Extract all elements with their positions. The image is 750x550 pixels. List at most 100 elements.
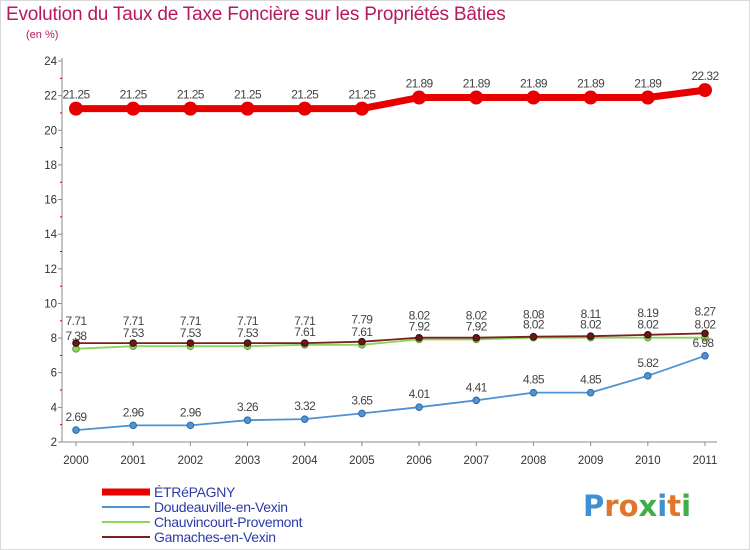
data-label: 7.71 (66, 314, 88, 328)
data-point (698, 83, 712, 98)
legend-label: ÉTRéPAGNY (154, 484, 236, 500)
data-point (415, 333, 423, 342)
logo-letter: o (618, 489, 639, 523)
data-label: 8.02 (466, 309, 488, 323)
data-label: 21.25 (291, 88, 319, 102)
data-point (644, 372, 652, 380)
x-tick-label: 2000 (63, 455, 89, 467)
data-point (186, 421, 195, 430)
data-point (529, 332, 538, 341)
data-point (701, 329, 709, 338)
data-label: 21.25 (177, 88, 205, 102)
data-label: 7.71 (123, 314, 145, 328)
data-point (586, 388, 595, 397)
data-point (586, 332, 595, 340)
data-label: 8.02 (695, 318, 717, 332)
data-point (701, 351, 709, 360)
x-tick-label: 2007 (463, 455, 489, 467)
data-label: 7.92 (466, 319, 488, 333)
y-tick-label: 6 (51, 368, 57, 380)
data-point (129, 421, 137, 430)
logo-letter: i (657, 489, 668, 523)
data-label: 4.85 (580, 373, 602, 387)
data-label: 7.61 (294, 325, 316, 339)
data-label: 4.41 (466, 380, 488, 394)
data-label: 21.25 (120, 88, 148, 102)
series-line-3 (75, 332, 706, 344)
legend-label: Chauvincourt-Provemont (154, 514, 303, 530)
data-point (72, 339, 80, 347)
data-point (126, 101, 141, 116)
chart-title: Evolution du Taux de Taxe Foncière sur l… (6, 4, 506, 25)
y-tick-label: 12 (44, 264, 57, 276)
data-label: 2.69 (66, 410, 88, 424)
x-tick-label: 2003 (235, 455, 261, 467)
data-label: 8.02 (637, 318, 659, 332)
data-label: 7.61 (351, 325, 373, 339)
data-label: 21.89 (520, 77, 548, 91)
data-label: 7.71 (237, 314, 259, 328)
data-label: 8.02 (523, 318, 545, 332)
chart-subtitle: (en %) (26, 29, 59, 41)
data-point (644, 331, 652, 339)
data-point (129, 339, 137, 347)
data-label: 21.89 (634, 77, 662, 91)
y-tick-label: 22 (44, 91, 57, 103)
y-tick-label: 14 (44, 229, 57, 241)
x-tick-label: 2010 (635, 455, 661, 467)
x-tick-label: 2008 (521, 455, 547, 467)
y-tick-label: 2 (51, 437, 57, 449)
data-point (243, 339, 252, 347)
data-label: 21.25 (234, 88, 262, 102)
y-tick-label: 8 (51, 333, 57, 345)
data-point (640, 90, 655, 105)
y-tick-label: 16 (44, 195, 57, 207)
logo-letter: r (604, 489, 619, 523)
proxiti-logo: Proxiti (583, 489, 691, 523)
data-label: 8.08 (523, 308, 545, 322)
data-label: 8.19 (637, 306, 659, 320)
data-point (412, 90, 427, 105)
data-label: 3.26 (237, 400, 259, 414)
data-label: 4.85 (523, 373, 545, 387)
y-tick-label: 20 (44, 125, 57, 137)
series-line-0 (72, 86, 709, 113)
data-point (300, 339, 309, 347)
legend-label: Doudeauville-en-Vexin (154, 499, 288, 515)
data-label: 7.53 (180, 326, 202, 340)
data-label: 7.38 (66, 329, 88, 343)
series-line-1 (75, 354, 706, 431)
data-label: 7.92 (409, 319, 431, 333)
data-label: 8.02 (580, 318, 602, 332)
y-tick-label: 24 (44, 56, 57, 68)
data-label: 22.32 (691, 69, 719, 83)
data-label: 4.01 (409, 387, 431, 401)
data-point (583, 90, 598, 105)
x-tick-label: 2005 (349, 455, 375, 467)
data-point (243, 416, 252, 424)
data-point (472, 333, 481, 342)
data-point (415, 403, 423, 411)
data-label: 8.11 (581, 307, 602, 321)
logo-letter: P (583, 489, 605, 523)
x-tick-label: 2011 (693, 455, 718, 467)
y-tick-label: 18 (44, 160, 57, 172)
logo-letter: x (638, 489, 658, 523)
data-label: 5.82 (637, 356, 659, 370)
data-label: 7.71 (294, 314, 316, 328)
x-tick-label: 2001 (120, 455, 146, 467)
data-label: 6.98 (693, 336, 715, 350)
data-label: 7.53 (237, 326, 259, 340)
y-tick-label: 10 (44, 298, 57, 310)
data-label: 7.79 (351, 313, 373, 327)
x-tick-label: 2006 (406, 455, 432, 467)
data-point (186, 339, 195, 347)
y-tick-label: 4 (51, 402, 58, 414)
data-point (297, 101, 312, 116)
legend-label: Gamaches-en-Vexin (154, 529, 276, 545)
data-point (183, 101, 198, 116)
x-tick-label: 2009 (578, 455, 604, 467)
logo-letter: t (667, 489, 682, 523)
